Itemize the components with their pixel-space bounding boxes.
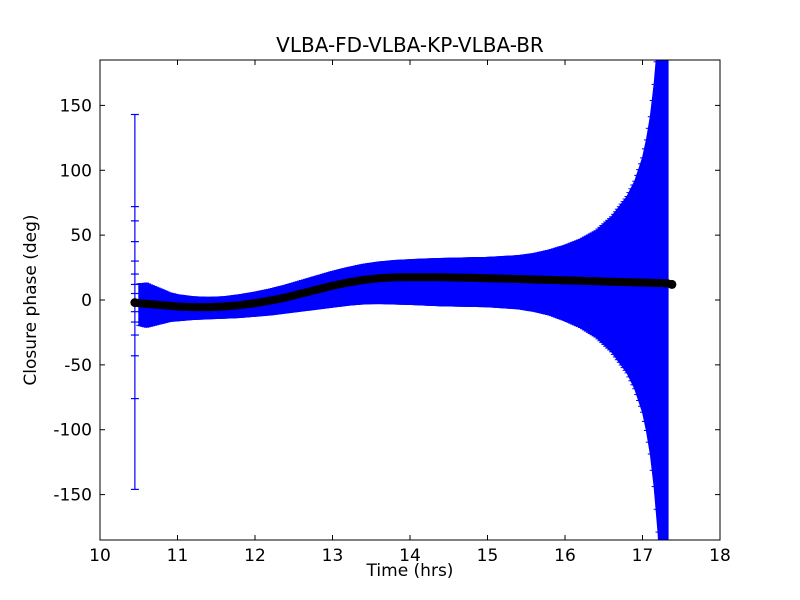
data-point-first <box>130 298 140 308</box>
errorbar-envelope <box>138 60 669 540</box>
data-curve <box>130 273 673 312</box>
data-point-last <box>667 279 677 289</box>
y-tick-label: 0 <box>81 291 92 311</box>
y-tick-label: -150 <box>53 486 92 506</box>
y-tick-label: 100 <box>60 161 92 181</box>
x-axis-label: Time (hrs) <box>366 561 454 581</box>
x-tick-label: 18 <box>709 546 731 566</box>
y-tick-label: -50 <box>64 356 92 376</box>
x-tick-label: 11 <box>167 546 189 566</box>
y-tick-label: 150 <box>60 96 92 116</box>
chart-title: VLBA-FD-VLBA-KP-VLBA-BR <box>276 33 544 57</box>
axes-layer: 10 11 12 13 14 15 16 17 18 -150 -100 -50 0 50 100 150 <box>53 59 731 566</box>
x-tick-label: 13 <box>322 546 344 566</box>
x-tick-label: 15 <box>477 546 499 566</box>
x-tick-label: 14 <box>399 546 421 566</box>
data-layer <box>130 60 677 540</box>
x-tick-label: 17 <box>632 546 654 566</box>
y-tick-label: -100 <box>53 421 92 441</box>
y-tick-label: 50 <box>70 226 92 246</box>
y-axis-label: Closure phase (deg) <box>21 214 41 385</box>
x-tick-label: 12 <box>244 546 266 566</box>
x-tick-label: 10 <box>89 546 111 566</box>
x-tick-label: 16 <box>554 546 576 566</box>
errorbar-caps <box>136 61 661 533</box>
